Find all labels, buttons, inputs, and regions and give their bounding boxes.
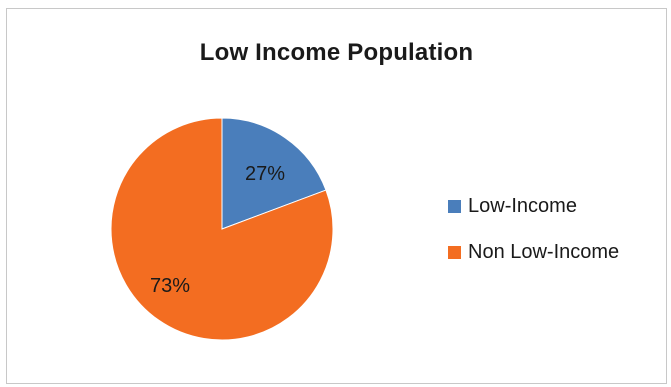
slice-label-non-low-income: 73% [150, 275, 190, 297]
legend-item-non-low-income: Non Low-Income [448, 238, 619, 266]
slice-label-low-income: 27% [245, 163, 285, 185]
pie-slice-non-low-income [110, 117, 334, 341]
legend-label-low-income: Low-Income [468, 194, 577, 217]
legend: Low-Income Non Low-Income [448, 192, 619, 284]
legend-swatch-non-low-income [448, 245, 461, 259]
legend-item-low-income: Low-Income [448, 192, 619, 220]
legend-label-non-low-income: Non Low-Income [468, 240, 620, 263]
pie-slice-low-income [221, 117, 327, 230]
chart-title: Low Income Population [199, 39, 474, 66]
legend-swatch-low-income [448, 199, 461, 213]
